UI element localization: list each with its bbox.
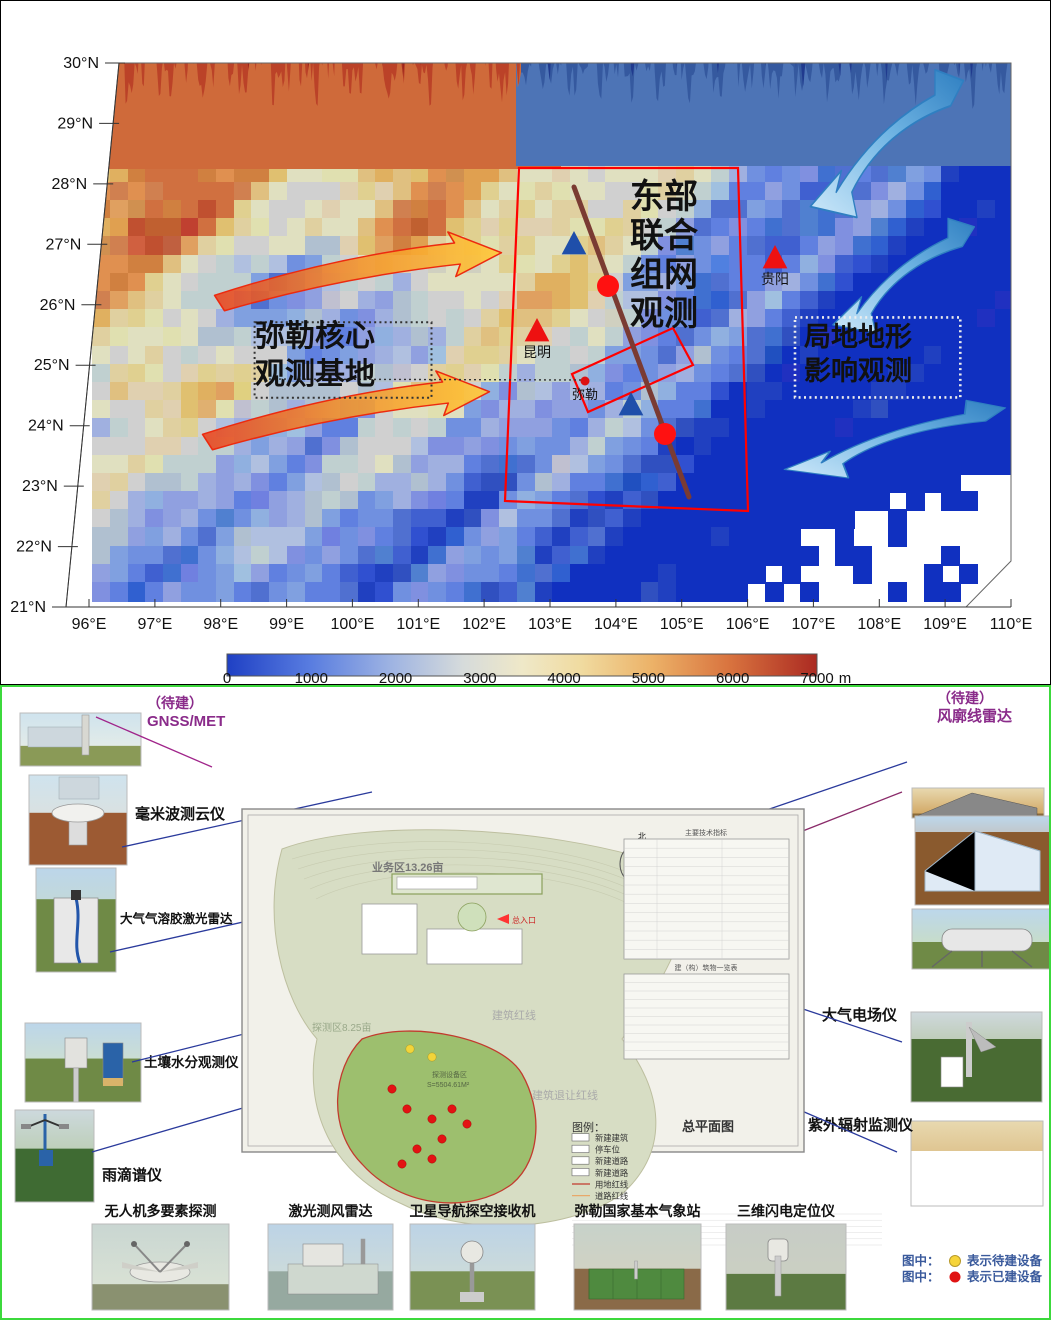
- svg-text:6000: 6000: [716, 670, 749, 685]
- svg-text:雨滴谱仪: 雨滴谱仪: [102, 1166, 163, 1184]
- svg-text:2000: 2000: [379, 670, 412, 685]
- svg-text:建筑退让红线: 建筑退让红线: [532, 1088, 598, 1102]
- svg-text:局地地形: 局地地形: [804, 322, 912, 352]
- svg-text:30°N: 30°N: [63, 55, 99, 72]
- svg-text:风廓线雷达: 风廓线雷达: [937, 707, 1012, 725]
- svg-text:103°E: 103°E: [528, 616, 572, 633]
- svg-text:联合: 联合: [630, 217, 698, 255]
- svg-text:99°E: 99°E: [269, 616, 304, 633]
- svg-text:5000: 5000: [632, 670, 665, 685]
- svg-text:27°N: 27°N: [46, 236, 82, 253]
- svg-text:贵阳: 贵阳: [761, 271, 789, 287]
- svg-text:停车位: 停车位: [595, 1145, 620, 1155]
- svg-text:卫星导航探空接收机: 卫星导航探空接收机: [410, 1203, 536, 1219]
- svg-text:101°E: 101°E: [396, 616, 440, 633]
- svg-text:22°N: 22°N: [16, 539, 52, 556]
- svg-text:4000: 4000: [547, 670, 580, 685]
- svg-text:21°N: 21°N: [10, 599, 46, 616]
- svg-text:激光测风雷达: 激光测风雷达: [289, 1203, 373, 1219]
- svg-text:（待建）: （待建）: [147, 695, 203, 711]
- svg-text:新建道路: 新建道路: [595, 1156, 629, 1166]
- svg-text:无人机多要素探测: 无人机多要素探测: [104, 1203, 217, 1219]
- svg-text:探测区8.25亩: 探测区8.25亩: [312, 1021, 371, 1034]
- svg-text:102°E: 102°E: [462, 616, 506, 633]
- svg-text:建（构）筑物一览表: 建（构）筑物一览表: [675, 963, 738, 972]
- svg-text:图中：: 图中：: [902, 1253, 940, 1268]
- svg-text:25°N: 25°N: [34, 357, 70, 374]
- svg-text:大气电场仪: 大气电场仪: [822, 1006, 898, 1024]
- svg-text:3000: 3000: [463, 670, 496, 685]
- svg-text:探测设备区: 探测设备区: [432, 1070, 467, 1079]
- svg-text:弥勒核心: 弥勒核心: [255, 320, 375, 353]
- svg-text:m: m: [839, 670, 852, 685]
- svg-text:106°E: 106°E: [726, 616, 770, 633]
- svg-text:S=5504.61M²: S=5504.61M²: [427, 1082, 470, 1089]
- svg-text:用地红线: 用地红线: [595, 1179, 628, 1189]
- svg-text:组网: 组网: [630, 256, 698, 294]
- svg-text:表示待建设备: 表示待建设备: [966, 1253, 1043, 1268]
- svg-text:观测: 观测: [630, 295, 698, 333]
- svg-text:观测基地: 观测基地: [255, 358, 375, 391]
- svg-text:29°N: 29°N: [57, 115, 93, 132]
- svg-text:96°E: 96°E: [72, 616, 107, 633]
- svg-text:108°E: 108°E: [857, 616, 901, 633]
- svg-text:弥勒: 弥勒: [572, 387, 598, 402]
- svg-text:业务区13.26亩: 业务区13.26亩: [372, 860, 444, 874]
- svg-text:新建建筑: 新建建筑: [595, 1133, 629, 1143]
- svg-text:土壤水分观测仪: 土壤水分观测仪: [144, 1054, 239, 1070]
- svg-text:道路红线: 道路红线: [595, 1191, 628, 1201]
- svg-text:影响观测: 影响观测: [804, 355, 912, 386]
- svg-text:紫外辐射监测仪: 紫外辐射监测仪: [808, 1116, 914, 1134]
- svg-text:GNSS/MET: GNSS/MET: [147, 713, 225, 730]
- svg-text:110°E: 110°E: [990, 616, 1033, 633]
- svg-text:表示已建设备: 表示已建设备: [966, 1269, 1043, 1284]
- svg-text:105°E: 105°E: [660, 616, 704, 633]
- svg-text:图例：: 图例：: [572, 1120, 605, 1134]
- svg-text:104°E: 104°E: [594, 616, 638, 633]
- svg-text:毫米波测云仪: 毫米波测云仪: [135, 805, 226, 823]
- svg-text:新建道路: 新建道路: [595, 1168, 629, 1178]
- svg-text:7000: 7000: [800, 670, 833, 685]
- svg-text:三维闪电定位仪: 三维闪电定位仪: [737, 1203, 836, 1219]
- svg-text:主要技术指标: 主要技术指标: [685, 828, 727, 837]
- svg-text:大气气溶胶激光雷达: 大气气溶胶激光雷达: [120, 911, 233, 926]
- svg-text:109°E: 109°E: [923, 616, 967, 633]
- svg-text:23°N: 23°N: [22, 478, 58, 495]
- svg-text:107°E: 107°E: [792, 616, 836, 633]
- svg-text:100°E: 100°E: [331, 616, 375, 633]
- svg-text:图中：: 图中：: [902, 1269, 940, 1284]
- svg-text:建筑红线: 建筑红线: [492, 1008, 536, 1022]
- svg-text:97°E: 97°E: [137, 616, 172, 633]
- svg-text:东部: 东部: [630, 177, 698, 216]
- svg-text:98°E: 98°E: [203, 616, 238, 633]
- svg-text:26°N: 26°N: [40, 297, 76, 314]
- svg-text:总平面图: 总平面图: [682, 1119, 734, 1134]
- svg-text:总入口: 总入口: [512, 915, 536, 925]
- svg-text:0: 0: [223, 670, 231, 685]
- svg-text:1000: 1000: [295, 670, 328, 685]
- svg-text:28°N: 28°N: [51, 176, 87, 193]
- svg-text:弥勒国家基本气象站: 弥勒国家基本气象站: [575, 1203, 701, 1219]
- svg-text:昆明: 昆明: [523, 344, 551, 360]
- svg-text:（待建）: （待建）: [937, 690, 993, 706]
- svg-text:24°N: 24°N: [28, 418, 64, 435]
